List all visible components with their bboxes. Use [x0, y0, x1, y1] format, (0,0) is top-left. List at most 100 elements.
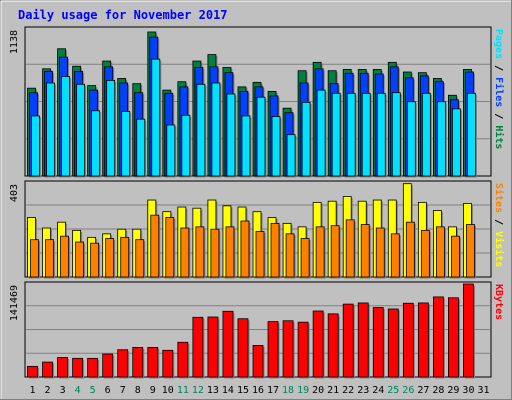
bar-pages	[361, 92, 371, 177]
bar-kbytes	[448, 297, 459, 378]
bar-sites	[180, 227, 190, 278]
x-tick-label: 10	[162, 385, 174, 396]
bar-pages	[452, 108, 461, 177]
bar-kbytes	[312, 310, 324, 378]
x-tick-label: 27	[417, 385, 429, 396]
bar-pages	[106, 80, 116, 177]
bar-pages	[421, 92, 431, 177]
bar-pages	[61, 76, 70, 177]
bar-sites	[315, 226, 325, 278]
bar-kbytes	[357, 302, 369, 378]
chart-title: Daily usage for November 2017	[18, 8, 228, 22]
x-tick-label: 2	[45, 385, 51, 396]
x-tick-label: 31	[477, 385, 489, 396]
bar-kbytes	[72, 357, 84, 378]
legend: Sites / Visits	[493, 183, 505, 267]
legend-separator: /	[493, 213, 504, 231]
bar-kbytes	[297, 321, 309, 378]
x-tick-label: 6	[105, 385, 111, 396]
bar-kbytes	[432, 296, 444, 378]
x-tick-label: 26	[402, 385, 414, 396]
bar-kbytes	[327, 313, 339, 378]
panel-1: 1138 Pages / Files / Hits	[9, 26, 505, 178]
bar-kbytes	[177, 341, 189, 378]
bar-pages	[301, 101, 311, 177]
bar-pages	[136, 118, 146, 177]
bar-sites	[240, 220, 250, 278]
legend-separator: /	[493, 107, 504, 125]
bar-sites	[60, 235, 69, 278]
x-tick-label: 25	[387, 385, 399, 396]
x-tick-label: 29	[447, 385, 459, 396]
y-max-label: 403	[9, 184, 20, 202]
legend: Pages / Files / Hits	[493, 29, 505, 149]
bar-sites	[420, 229, 430, 278]
bar-kbytes	[387, 308, 399, 378]
bar-pages	[286, 134, 296, 177]
chart-panels: 1138 Pages / Files / Hits 403 Sites / Visit…	[9, 26, 505, 379]
legend-separator: /	[493, 59, 504, 77]
bar-kbytes	[27, 365, 38, 378]
bar-kbytes	[237, 318, 249, 378]
x-tick-label: 19	[297, 385, 309, 396]
bar-pages	[376, 92, 386, 177]
bar-pages	[76, 83, 86, 177]
bar-sites	[75, 241, 85, 278]
bar-sites	[105, 238, 115, 278]
x-tick-label: 3	[60, 385, 66, 396]
bar-pages	[241, 115, 251, 177]
bar-sites	[360, 224, 370, 278]
bar-pages	[91, 110, 101, 177]
panel-3: 141469 KBytes	[9, 281, 504, 379]
x-tick-label: 23	[357, 385, 369, 396]
bar-pages	[151, 58, 161, 177]
bar-pages	[196, 83, 206, 177]
legend-hits: Hits	[493, 125, 505, 149]
bar-kbytes	[207, 316, 219, 378]
bar-sites	[451, 235, 460, 278]
bar-pages	[121, 111, 131, 177]
legend-files: Files	[493, 77, 505, 107]
bar-kbytes	[87, 357, 99, 378]
bar-kbytes	[102, 353, 114, 378]
x-tick-label: 14	[222, 385, 234, 396]
bar-kbytes	[222, 310, 234, 378]
bar-kbytes	[342, 303, 354, 378]
x-tick-label: 16	[252, 385, 264, 396]
legend-pages: Pages	[493, 29, 504, 59]
x-tick-label: 21	[327, 385, 339, 396]
bar-pages	[46, 82, 55, 177]
bar-pages	[256, 96, 266, 177]
x-tick-label: 7	[120, 385, 126, 396]
bar-sites	[466, 224, 475, 278]
bar-kbytes	[463, 283, 474, 378]
x-tick-label: 18	[282, 385, 294, 396]
bar-sites	[225, 226, 235, 278]
x-tick-label: 1	[30, 385, 36, 396]
y-max-label: 141469	[9, 285, 20, 321]
bar-sites	[255, 231, 265, 278]
bar-kbytes	[132, 347, 144, 378]
x-tick-label: 9	[150, 385, 156, 396]
x-tick-label: 12	[192, 385, 204, 396]
bar-sites	[210, 228, 220, 278]
bar-sites	[390, 233, 400, 278]
bar-kbytes	[117, 349, 129, 378]
bar-sites	[405, 221, 415, 278]
bar-kbytes	[192, 316, 204, 378]
legend-kbytes: KBytes	[493, 284, 504, 320]
bar-pages	[166, 124, 176, 177]
x-tick-label: 20	[312, 385, 324, 396]
bar-kbytes	[417, 302, 429, 378]
bar-pages	[436, 101, 446, 177]
bar-pages	[406, 101, 416, 177]
x-tick-label: 17	[267, 385, 279, 396]
panel-2: 403 Sites / Visits	[9, 180, 505, 279]
bar-sites	[150, 214, 160, 278]
bar-pages	[346, 92, 356, 177]
x-tick-label: 11	[177, 385, 189, 396]
bar-kbytes	[147, 347, 159, 378]
bar-pages	[467, 92, 476, 177]
x-tick-label: 8	[135, 385, 141, 396]
